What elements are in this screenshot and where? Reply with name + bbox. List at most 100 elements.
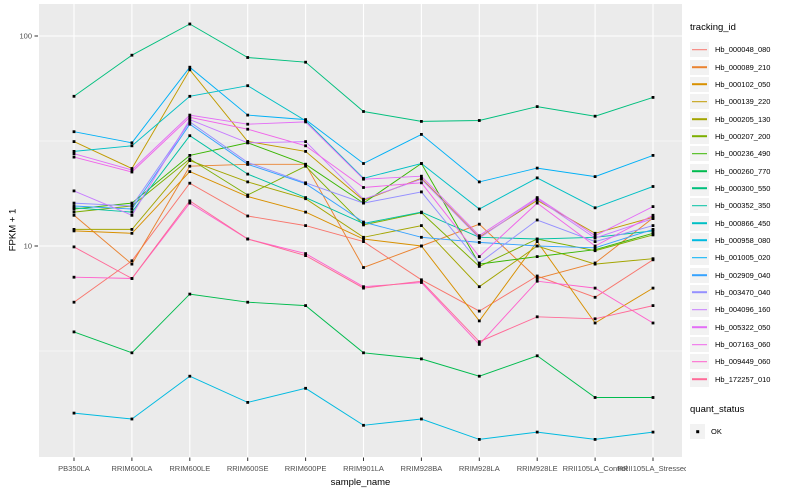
data-point-Hb_000260_770: [304, 304, 307, 307]
data-point-Hb_003470_040: [420, 190, 423, 194]
y-tick-label: 10: [24, 242, 32, 251]
data-point-Hb_000958_080: [246, 401, 250, 404]
data-point-Hb_002909_040: [130, 207, 134, 211]
data-point-Hb_002909_040: [72, 204, 76, 208]
data-point-Hb_002909_040: [593, 246, 597, 250]
data-point-Hb_001005_020: [420, 133, 423, 136]
data-point-Hb_009449_060: [477, 343, 481, 346]
legend-key-line-icon: [690, 59, 709, 75]
data-point-Hb_000300_550: [304, 60, 307, 64]
data-point-Hb_002909_040: [651, 228, 655, 231]
data-point-Hb_005322_050: [130, 168, 134, 172]
data-point-Hb_000102_050: [651, 286, 655, 290]
data-point-Hb_004096_160: [593, 236, 597, 240]
legend-item-label: Hb_005322_050: [715, 322, 771, 332]
legend-item-label: Hb_000958_080: [715, 235, 771, 245]
data-point-Hb_000300_550: [535, 105, 539, 108]
data-point-Hb_000236_490: [130, 201, 134, 205]
legend-item-Hb_003470_040: Hb_003470_040: [686, 284, 800, 301]
legend-item-label: Hb_000260_770: [715, 166, 771, 176]
data-point-Hb_000205_130: [246, 180, 250, 184]
data-point-Hb_002909_040: [362, 220, 365, 224]
data-point-Hb_002909_040: [535, 244, 539, 248]
data-point-Hb_003470_040: [535, 218, 539, 222]
legend-key-line-icon: [690, 250, 709, 266]
data-point-Hb_000048_080: [130, 259, 134, 263]
data-point-Hb_004096_160: [188, 118, 192, 121]
data-point-Hb_007163_060: [593, 244, 597, 248]
data-point-Hb_000205_130: [593, 262, 597, 266]
data-point-Hb_007163_060: [420, 181, 423, 185]
data-point-Hb_000866_450: [72, 150, 76, 153]
legend-line-swatch: [692, 118, 707, 120]
data-point-Hb_000139_220: [535, 198, 539, 202]
legend-item-label: OK: [711, 427, 722, 437]
legend-items-tracking-id: Hb_000048_080 Hb_000089_210 Hb_000102_050 H…: [686, 41, 800, 388]
data-point-Hb_009449_060: [72, 275, 76, 279]
data-point-Hb_000260_770: [593, 396, 597, 399]
legend-item-label: Hb_000139_220: [715, 97, 771, 107]
data-point-Hb_003470_040: [304, 181, 307, 185]
data-point-Hb_005322_050: [420, 174, 423, 178]
data-point-Hb_000300_550: [246, 56, 250, 59]
x-tick-label-RRIM600SE: RRIM600SE: [227, 464, 269, 473]
data-point-Hb_009449_060: [535, 279, 539, 283]
data-point-Hb_005322_050: [304, 120, 307, 124]
data-point-Hb_001005_020: [651, 154, 655, 157]
data-point-Hb_007163_060: [188, 115, 192, 119]
data-point-Hb_004096_160: [651, 217, 655, 220]
data-point-Hb_004096_160: [420, 177, 423, 181]
data-point-Hb_000260_770: [72, 330, 76, 334]
legend-key-line-icon: [690, 111, 709, 127]
legend-item-Hb_000048_080: Hb_000048_080: [686, 41, 800, 58]
data-point-Hb_009449_060: [362, 285, 365, 289]
data-point-Hb_000300_550: [420, 120, 423, 123]
legend-item-Hb_000207_200: Hb_000207_200: [686, 128, 800, 145]
data-point-Hb_000958_080: [535, 430, 539, 434]
data-point-Hb_172257_010: [130, 277, 134, 280]
data-point-Hb_000102_050: [72, 229, 76, 233]
data-point-Hb_003470_040: [246, 161, 250, 164]
legend-item-label: Hb_002909_040: [715, 270, 771, 280]
data-point-Hb_172257_010: [304, 254, 307, 257]
data-point-Hb_007163_060: [72, 155, 76, 159]
data-point-Hb_172257_010: [651, 304, 655, 307]
data-point-Hb_000102_050: [130, 231, 134, 235]
legend-line-swatch: [692, 309, 707, 311]
data-point-Hb_000139_220: [72, 140, 76, 143]
data-point-Hb_000102_050: [593, 321, 597, 325]
legend-items-quant-status: OK: [686, 423, 800, 440]
data-point-Hb_000958_080: [72, 411, 76, 415]
legend-key-line-icon: [690, 146, 709, 162]
legend-line-swatch: [692, 222, 707, 224]
data-point-Hb_000300_550: [477, 119, 481, 122]
data-point-Hb_000102_050: [246, 195, 250, 198]
data-point-Hb_005322_050: [246, 122, 250, 126]
legend-item-label: Hb_007163_060: [715, 340, 771, 350]
legend-item-label: Hb_004096_160: [715, 305, 771, 315]
data-point-Hb_001005_020: [130, 141, 134, 145]
data-point-Hb_000048_080: [188, 181, 192, 185]
data-point-Hb_003470_040: [188, 120, 192, 124]
legend-line-swatch: [692, 239, 707, 242]
data-point-Hb_000048_080: [246, 214, 250, 218]
legend-key-line-icon: [690, 284, 709, 300]
x-tick-label-RRIM928LE: RRIM928LE: [517, 464, 558, 473]
data-point-Hb_004096_160: [477, 236, 481, 240]
data-point-Hb_000048_080: [72, 300, 76, 304]
legend-item-Hb_000352_350: Hb_000352_350: [686, 197, 800, 214]
data-point-Hb_000102_050: [477, 319, 481, 323]
legend-key-line-icon: [690, 76, 709, 92]
data-point-Hb_000352_350: [304, 196, 307, 199]
legend-item-Hb_002909_040: Hb_002909_040: [686, 266, 800, 283]
legend-line-swatch: [692, 170, 707, 172]
data-point-Hb_000866_450: [535, 176, 539, 180]
data-point-Hb_000958_080: [188, 374, 192, 378]
legend-item-Hb_000205_130: Hb_000205_130: [686, 110, 800, 127]
x-tick-label-PB350LA: PB350LA: [58, 464, 90, 473]
data-point-Hb_000205_130: [188, 159, 192, 162]
data-point-Hb_004096_160: [246, 141, 250, 145]
data-point-Hb_000260_770: [420, 357, 423, 361]
data-point-Hb_000866_450: [477, 207, 481, 211]
legend-point-swatch: [695, 429, 700, 434]
